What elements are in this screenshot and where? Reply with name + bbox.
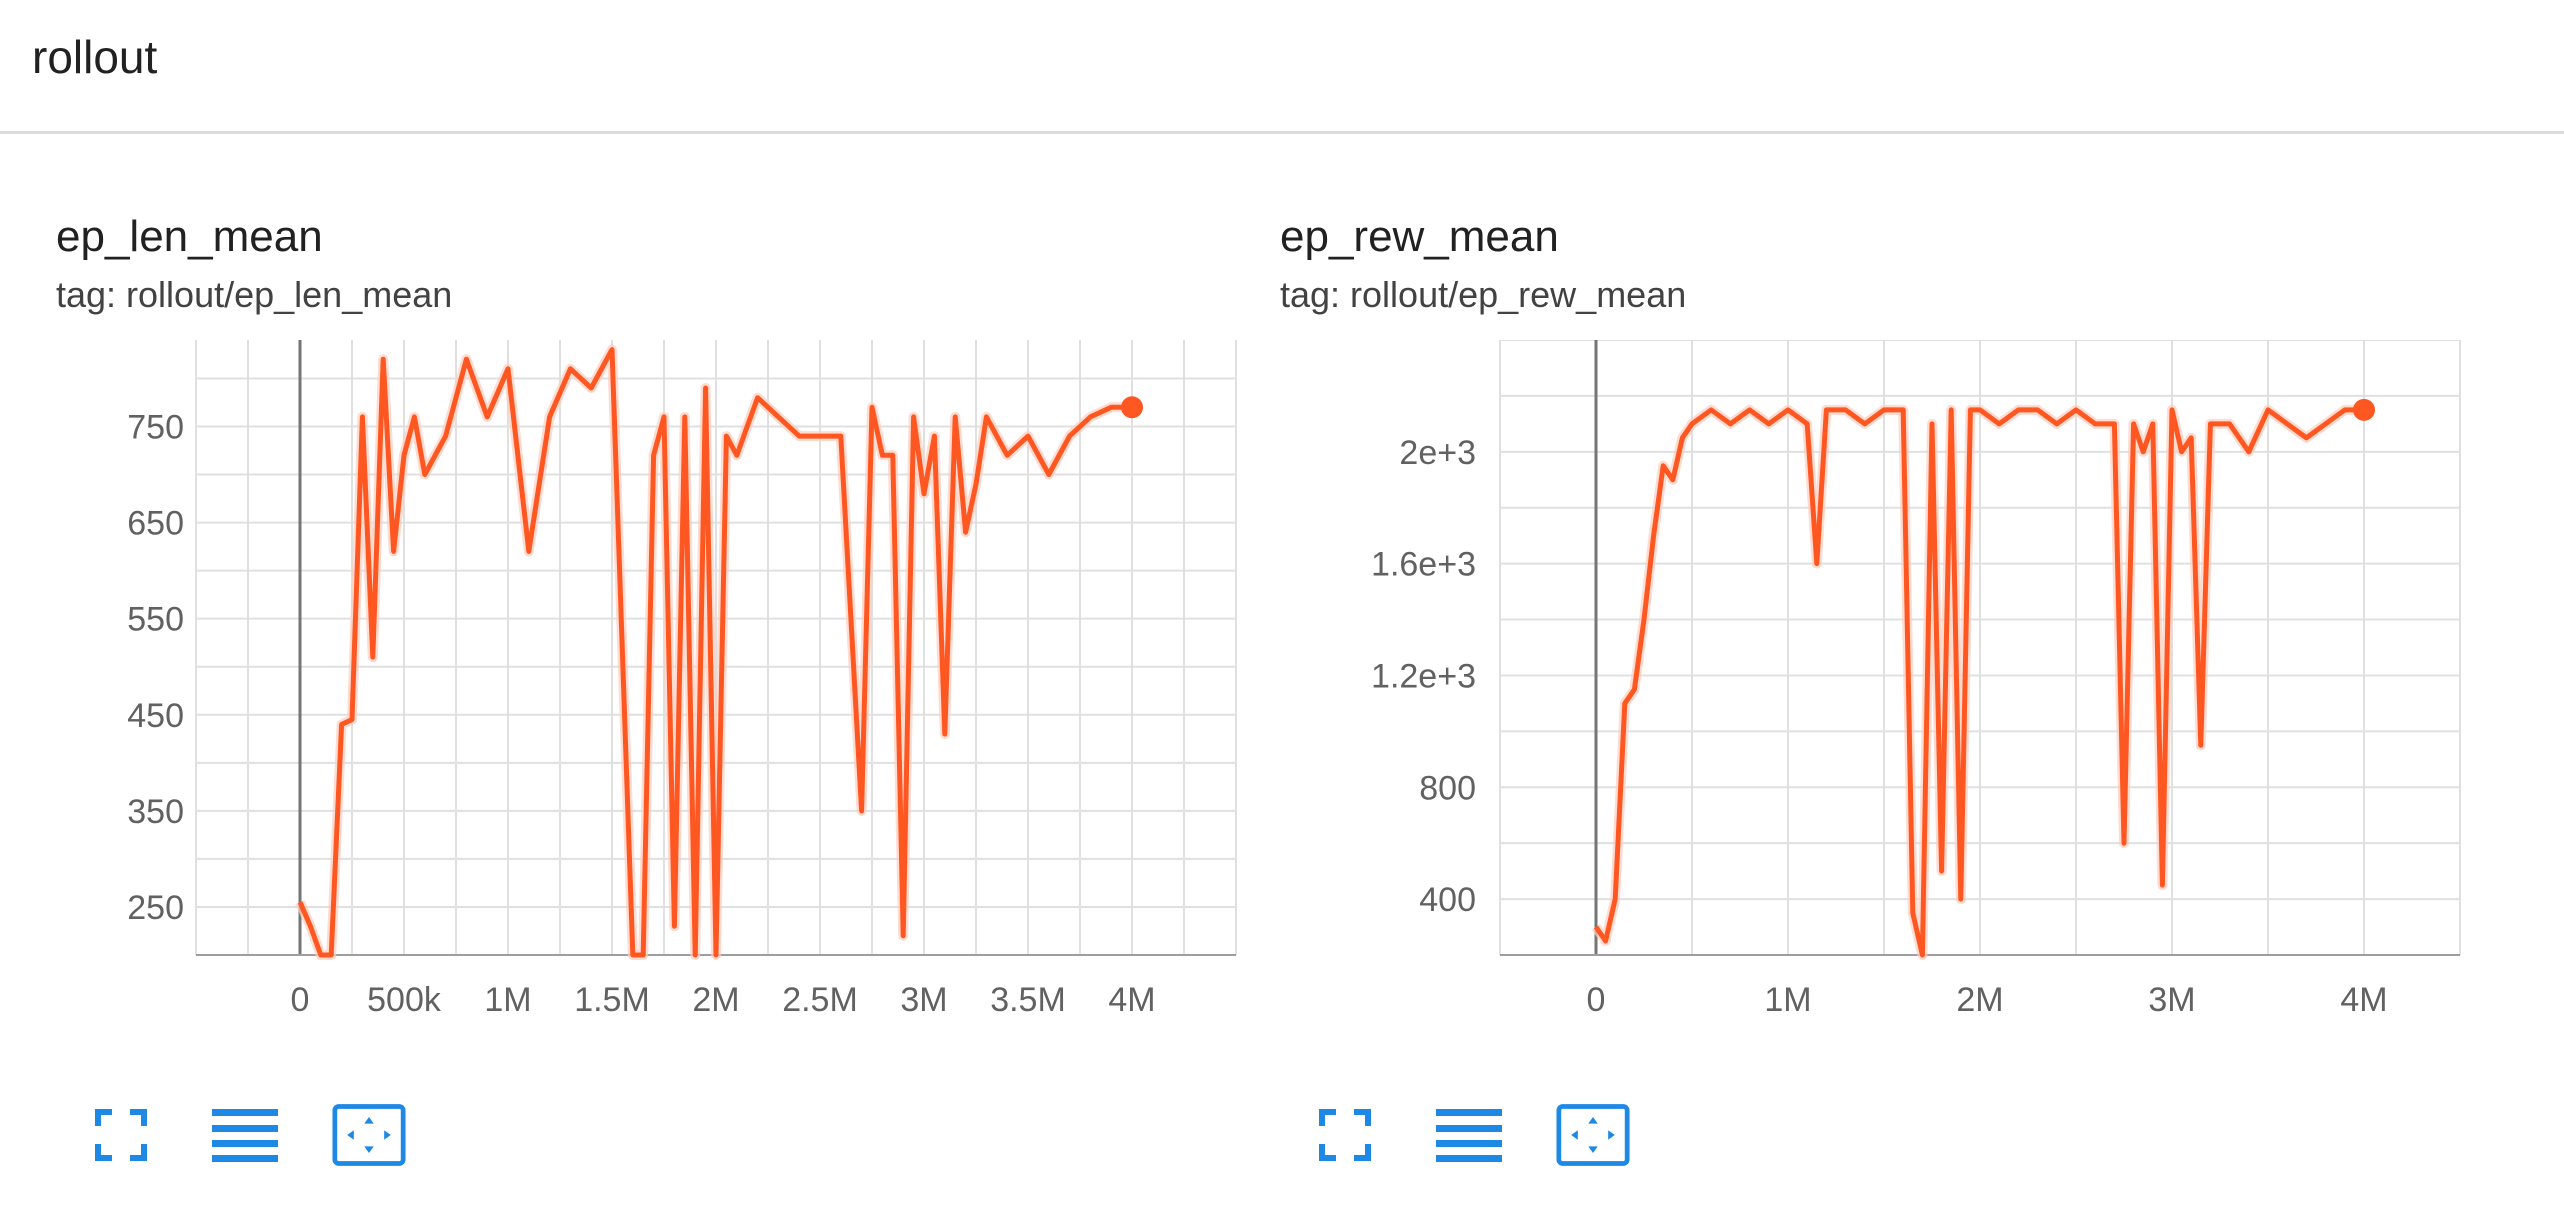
x-tick-label: 500k <box>367 981 442 1019</box>
fullscreen-icon <box>1319 1109 1371 1161</box>
x-tick-label: 1.5M <box>574 981 650 1019</box>
series-endpoint-marker[interactable] <box>1121 396 1143 419</box>
series-line[interactable] <box>1593 407 2364 958</box>
list-icon <box>1436 1109 1502 1162</box>
y-tick-label: 750 <box>127 408 184 446</box>
section-header[interactable]: rollout <box>0 0 2564 134</box>
line-chart-ep-len-mean[interactable]: 250 350 450 550 650 750 0 500k 1M 1.5M 2M 2.5M 3M 3.5… <box>56 340 1256 1080</box>
fit-domain-icon <box>1556 1104 1630 1166</box>
x-tick-label: 4M <box>1108 981 1155 1019</box>
line-chart-ep-rew-mean[interactable]: 400 800 1.2e+3 1.6e+3 2e+3 0 1M 2M 3M 4M <box>1280 340 2480 1080</box>
x-tick-label: 2M <box>692 981 739 1019</box>
fullscreen-button[interactable] <box>84 1101 158 1169</box>
fullscreen-icon <box>95 1109 147 1161</box>
x-tick-label: 0 <box>291 981 310 1019</box>
x-tick-label: 3M <box>2148 981 2195 1019</box>
y-tick-label: 2e+3 <box>1399 434 1476 472</box>
y-tick-label: 650 <box>127 505 184 543</box>
fit-domain-icon <box>332 1104 406 1166</box>
y-tick-label: 400 <box>1419 881 1476 919</box>
card-toolbar <box>1308 1100 1630 1170</box>
y-tick-label: 450 <box>127 697 184 735</box>
series-endpoint-marker[interactable] <box>2353 398 2375 421</box>
y-tick-label: 1.2e+3 <box>1371 657 1476 695</box>
x-tick-label: 3M <box>900 981 947 1019</box>
x-tick-label: 0 <box>1587 981 1606 1019</box>
x-tick-label: 1M <box>484 981 531 1019</box>
list-icon <box>212 1109 278 1162</box>
y-tick-label: 800 <box>1419 769 1476 807</box>
fit-domain-button[interactable] <box>332 1101 406 1169</box>
fullscreen-button[interactable] <box>1308 1101 1382 1169</box>
card-toolbar <box>84 1100 406 1170</box>
toggle-log-scale-button[interactable] <box>208 1101 282 1169</box>
card-tag: tag: rollout/ep_len_mean <box>56 274 453 315</box>
x-tick-label: 1M <box>1764 981 1811 1019</box>
card-title: ep_rew_mean <box>1280 212 1559 261</box>
fit-domain-button[interactable] <box>1556 1101 1630 1169</box>
y-tick-label: 350 <box>127 793 184 831</box>
y-tick-label: 1.6e+3 <box>1371 546 1476 584</box>
x-tick-label: 2.5M <box>782 981 858 1019</box>
y-tick-label: 550 <box>127 601 184 639</box>
x-tick-label: 2M <box>1956 981 2003 1019</box>
x-tick-label: 3.5M <box>990 981 1066 1019</box>
series-line[interactable] <box>297 347 1132 958</box>
y-tick-label: 250 <box>127 889 184 927</box>
card-tag: tag: rollout/ep_rew_mean <box>1280 274 1687 315</box>
x-tick-label: 4M <box>2340 981 2387 1019</box>
section-title: rollout <box>32 31 158 83</box>
chart-card-ep-len-mean: ep_len_mean tag: rollout/ep_len_mean 250… <box>56 190 1256 1190</box>
card-title: ep_len_mean <box>56 212 323 261</box>
chart-card-ep-rew-mean: ep_rew_mean tag: rollout/ep_rew_mean 400… <box>1280 190 2480 1190</box>
toggle-log-scale-button[interactable] <box>1432 1101 1506 1169</box>
